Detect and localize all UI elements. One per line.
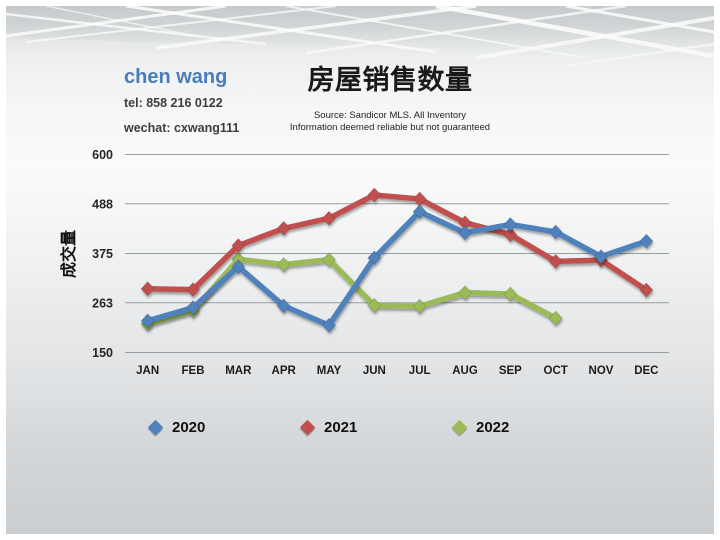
marker-2022 bbox=[321, 252, 337, 268]
x-tick-label-nov: NOV bbox=[589, 365, 614, 377]
marker-2022 bbox=[412, 298, 427, 314]
chart-legend: 2020 2021 2022 bbox=[6, 414, 714, 440]
sales-line-chart: 150 263 375 488 600 JAN FEB MAR APR MAY JUN JUL AUG S… bbox=[59, 148, 669, 377]
agent-tel: tel: 858 216 0122 bbox=[124, 96, 223, 110]
x-tick-label-jul: JUL bbox=[409, 365, 431, 377]
legend-label: 2020 bbox=[172, 418, 206, 436]
y-tick-label-150: 150 bbox=[92, 346, 113, 360]
x-tick-label-feb: FEB bbox=[182, 365, 205, 377]
slide-background: chen wang tel: 858 216 0122 wechat: cxwa… bbox=[6, 6, 714, 534]
marker-2020 bbox=[412, 204, 427, 220]
legend-label: 2022 bbox=[476, 418, 510, 436]
marker-2022 bbox=[503, 286, 518, 302]
series-line-2020 bbox=[144, 208, 650, 328]
x-tick-label-jun: JUN bbox=[363, 365, 386, 377]
chart-source-line2: Information deemed reliable but not guar… bbox=[289, 121, 491, 133]
marker-2020 bbox=[231, 259, 246, 275]
legend-diamond-icon bbox=[451, 419, 468, 435]
x-tick-label-may: MAY bbox=[317, 365, 342, 377]
marker-2020 bbox=[185, 300, 201, 316]
contact-card: chen wang tel: 858 216 0122 wechat: cxwa… bbox=[124, 66, 239, 146]
marker-2021 bbox=[276, 220, 291, 237]
x-tick-label-oct: OCT bbox=[544, 365, 568, 377]
y-tick-label-375: 375 bbox=[92, 247, 113, 261]
legend-diamond-icon bbox=[147, 419, 164, 435]
marker-2022 bbox=[548, 310, 563, 326]
marker-2022 bbox=[276, 256, 291, 273]
marker-2021 bbox=[503, 226, 518, 243]
top-lattice-decoration bbox=[6, 6, 714, 90]
marker-2020 bbox=[548, 224, 563, 240]
marker-2020 bbox=[457, 225, 473, 241]
marker-2020 bbox=[593, 248, 609, 265]
marker-2020 bbox=[503, 216, 518, 233]
marker-2021 bbox=[639, 282, 654, 298]
chart-source: Source: Sandicor MLS. All Inventory Info… bbox=[240, 110, 540, 133]
marker-2020 bbox=[321, 317, 337, 333]
agent-wechat: wechat: cxwang111 bbox=[124, 121, 240, 135]
marker-2020 bbox=[276, 298, 291, 314]
marker-2021 bbox=[231, 237, 246, 254]
y-tick-label-488: 488 bbox=[92, 197, 113, 211]
marker-2021 bbox=[185, 281, 201, 298]
marker-2021 bbox=[321, 210, 337, 226]
chart-source-line1: Source: Sandicor MLS. All Inventory bbox=[313, 110, 467, 121]
marker-2020 bbox=[367, 250, 382, 266]
marker-2021 bbox=[140, 281, 155, 297]
marker-2022 bbox=[367, 297, 382, 314]
marker-2020 bbox=[140, 313, 155, 329]
x-tick-label-aug: AUG bbox=[452, 365, 478, 377]
marker-2021 bbox=[367, 187, 382, 203]
marker-2022 bbox=[457, 285, 473, 301]
agent-name: chen wang bbox=[124, 66, 228, 88]
y-tick-label-600: 600 bbox=[92, 148, 113, 162]
series-line-2021 bbox=[144, 192, 650, 293]
legend-item-2020: 2020 bbox=[147, 414, 206, 440]
x-tick-label-apr: APR bbox=[272, 365, 297, 377]
x-tick-label-mar: MAR bbox=[225, 365, 252, 377]
series-2020 bbox=[140, 204, 654, 333]
legend-label: 2021 bbox=[324, 418, 358, 436]
x-tick-label-dec: DEC bbox=[634, 365, 658, 377]
chart-header: 房屋销售数量 Source: Sandicor MLS. All Invento… bbox=[240, 58, 540, 133]
x-tick-label-sep: SEP bbox=[499, 365, 522, 377]
legend-item-2022: 2022 bbox=[451, 414, 510, 440]
marker-2021 bbox=[548, 253, 563, 270]
y-tick-label-263: 263 bbox=[92, 296, 113, 310]
y-axis-title: 成交量 bbox=[59, 230, 78, 278]
chart-title: 房屋销售数量 bbox=[307, 65, 473, 95]
legend-item-2021: 2021 bbox=[299, 414, 358, 440]
legend-diamond-icon bbox=[299, 419, 316, 435]
marker-2020 bbox=[639, 233, 654, 249]
x-tick-label-jan: JAN bbox=[136, 365, 159, 377]
